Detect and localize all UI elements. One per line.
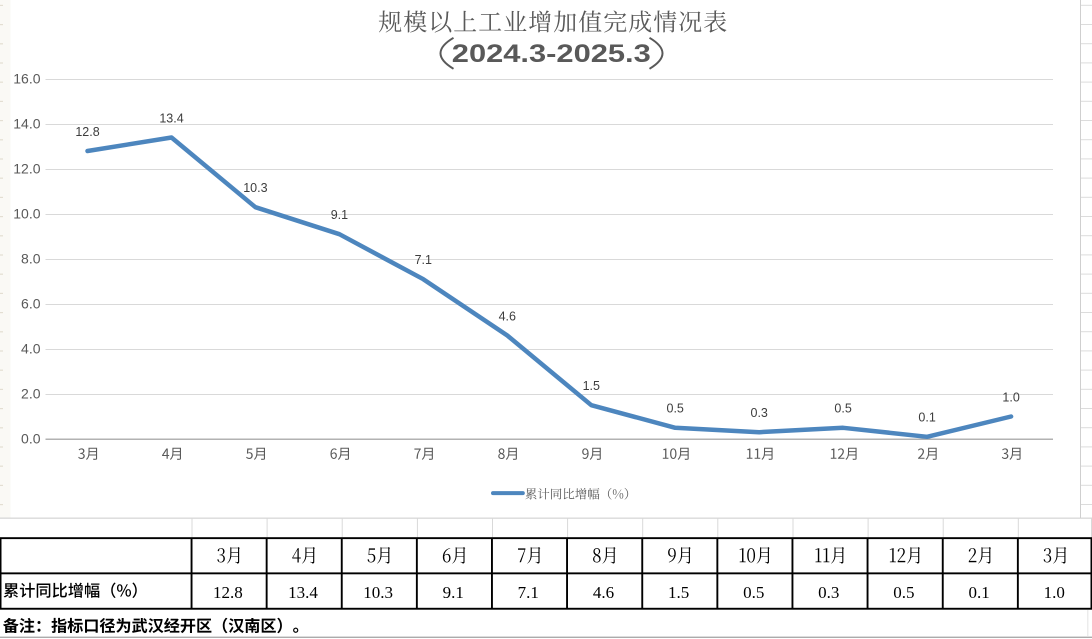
svg-text:13.4: 13.4 [288,583,318,602]
svg-text:4.6: 4.6 [499,309,516,323]
svg-text:0.5: 0.5 [893,583,914,602]
svg-text:7.1: 7.1 [518,583,539,602]
svg-text:10.3: 10.3 [363,583,393,602]
svg-text:4.0: 4.0 [21,341,41,357]
svg-text:0.1: 0.1 [918,411,935,425]
svg-text:12.8: 12.8 [75,125,99,139]
svg-text:9.1: 9.1 [331,208,348,222]
svg-text:0.1: 0.1 [968,583,989,602]
svg-text:0.5: 0.5 [834,402,851,416]
svg-text:1.5: 1.5 [668,583,689,602]
svg-text:0.5: 0.5 [743,583,764,602]
svg-text:12.0: 12.0 [13,161,40,177]
svg-text:0.0: 0.0 [21,431,41,447]
svg-text:12.8: 12.8 [213,583,243,602]
svg-text:1.5: 1.5 [583,379,600,393]
svg-text:1.0: 1.0 [1002,390,1019,404]
svg-text:13.4: 13.4 [159,111,183,125]
svg-text:2024.3-2025.3: 2024.3-2025.3 [452,40,651,68]
svg-text:10.3: 10.3 [243,181,267,195]
svg-text:2.0: 2.0 [21,386,41,402]
svg-text:14.0: 14.0 [13,116,40,132]
svg-text:16.0: 16.0 [13,71,40,87]
svg-text:0.3: 0.3 [818,583,839,602]
svg-text:7.1: 7.1 [415,253,432,267]
svg-text:9.1: 9.1 [443,583,464,602]
svg-text:10.0: 10.0 [13,206,40,222]
svg-text:8.0: 8.0 [21,251,41,267]
svg-text:6.0: 6.0 [21,296,41,312]
svg-text:0.3: 0.3 [751,406,768,420]
svg-text:4.6: 4.6 [593,583,614,602]
svg-text:1.0: 1.0 [1044,583,1065,602]
svg-text:0.5: 0.5 [667,402,684,416]
